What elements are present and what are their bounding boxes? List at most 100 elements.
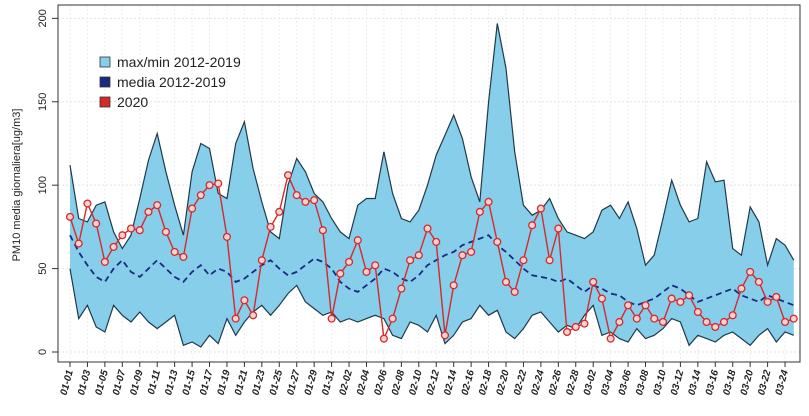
point-2020 bbox=[719, 317, 729, 327]
band-max-line bbox=[69, 23, 795, 268]
x-tick-label: 02-18 bbox=[477, 369, 494, 397]
point-2020 bbox=[789, 314, 798, 323]
x-tick-label: 01-17 bbox=[198, 369, 215, 397]
x-tick-label: 02-22 bbox=[512, 369, 529, 397]
x-tick-label: 01-15 bbox=[181, 369, 198, 397]
x-tick-label: 01-13 bbox=[163, 369, 180, 397]
legend-label: 2020 bbox=[117, 94, 148, 110]
point-2020 bbox=[179, 252, 188, 261]
point-2020 bbox=[144, 207, 153, 216]
point-2020 bbox=[397, 284, 406, 293]
point-2020 bbox=[615, 317, 624, 327]
point-2020 bbox=[65, 212, 75, 221]
point-2020 bbox=[528, 221, 537, 230]
point-2020 bbox=[606, 334, 615, 343]
point-2020 bbox=[74, 239, 83, 248]
point-2020 bbox=[432, 237, 441, 246]
legend-label: media 2012-2019 bbox=[117, 74, 226, 90]
x-tick-label: 02-14 bbox=[442, 369, 459, 397]
point-2020 bbox=[388, 314, 397, 323]
x-tick-label: 01-09 bbox=[128, 369, 145, 397]
point-2020 bbox=[249, 311, 258, 320]
x-tick-label: 03-14 bbox=[686, 369, 703, 397]
point-2020 bbox=[484, 197, 493, 206]
point-2020 bbox=[449, 281, 458, 290]
point-2020 bbox=[222, 232, 232, 241]
x-tick-label: 02-12 bbox=[425, 369, 442, 397]
x-tick-label: 02-08 bbox=[390, 369, 407, 397]
x-tick-label: 01-03 bbox=[76, 369, 93, 397]
x-tick-label: 03-06 bbox=[617, 369, 634, 397]
legend-label: max/min 2012-2019 bbox=[117, 54, 241, 70]
x-tick-label: 03-10 bbox=[652, 369, 669, 397]
point-2020 bbox=[702, 317, 711, 327]
point-2020 bbox=[746, 267, 755, 276]
x-tick-label: 01-05 bbox=[94, 369, 111, 397]
point-2020 bbox=[501, 277, 511, 286]
point-2020 bbox=[510, 287, 519, 296]
point-2020 bbox=[545, 256, 554, 265]
x-tick-label: 01-01 bbox=[59, 369, 76, 397]
x-tick-label: 01-25 bbox=[268, 369, 285, 397]
point-2020 bbox=[554, 224, 563, 233]
x-tick-label: 02-28 bbox=[564, 369, 581, 397]
x-tick-label: 02-16 bbox=[460, 369, 477, 397]
legend-swatch bbox=[99, 96, 111, 108]
x-tick-label: 03-18 bbox=[721, 369, 738, 397]
point-2020 bbox=[667, 294, 676, 303]
plot-frame bbox=[57, 4, 801, 363]
point-2020 bbox=[214, 179, 223, 188]
point-2020 bbox=[589, 277, 598, 286]
x-tick-label: 03-02 bbox=[582, 369, 599, 397]
point-2020 bbox=[676, 297, 685, 306]
point-2020 bbox=[458, 251, 467, 260]
point-2020 bbox=[362, 267, 371, 276]
x-tick-label: 01-11 bbox=[146, 369, 163, 396]
point-2020 bbox=[650, 314, 659, 323]
y-tick-label: 200 bbox=[37, 9, 49, 27]
point-2020 bbox=[519, 256, 528, 265]
point-2020 bbox=[571, 322, 580, 332]
point-2020 bbox=[109, 242, 118, 251]
point-2020 bbox=[92, 219, 101, 228]
point-2020 bbox=[406, 256, 415, 265]
point-2020 bbox=[135, 226, 144, 235]
x-tick-label: 01-27 bbox=[285, 369, 302, 397]
point-2020 bbox=[641, 301, 650, 310]
point-2020 bbox=[414, 251, 423, 260]
x-tick-label: 03-20 bbox=[739, 369, 756, 397]
x-tick-label: 01-07 bbox=[111, 369, 128, 397]
point-2020 bbox=[632, 314, 641, 323]
point-2020 bbox=[283, 171, 293, 180]
point-2020 bbox=[624, 301, 633, 310]
point-2020 bbox=[170, 247, 179, 256]
point-2020 bbox=[161, 227, 170, 236]
point-2020 bbox=[318, 226, 327, 235]
point-2020 bbox=[658, 317, 668, 327]
point-2020 bbox=[310, 196, 319, 205]
point-2020 bbox=[693, 307, 702, 317]
point-2020 bbox=[423, 224, 432, 233]
x-tick-label: 02-10 bbox=[407, 369, 424, 397]
x-tick-label: 01-19 bbox=[216, 369, 233, 397]
point-2020 bbox=[257, 256, 266, 265]
x-tick-label: 03-04 bbox=[599, 369, 616, 397]
x-tick-label: 01-29 bbox=[303, 369, 320, 397]
y-axis-label: PM10 media giornaliera[ug/m3] bbox=[11, 109, 23, 262]
point-2020 bbox=[685, 291, 694, 300]
point-2020 bbox=[153, 201, 162, 210]
band-min-line bbox=[69, 268, 795, 348]
legend-swatch bbox=[99, 76, 111, 88]
point-2020 bbox=[353, 236, 362, 245]
point-2020 bbox=[467, 247, 476, 256]
y-tick-label: 150 bbox=[37, 93, 49, 111]
x-tick-label: 02-20 bbox=[495, 369, 512, 397]
x-tick-label: 02-24 bbox=[530, 369, 547, 397]
x-tick-label: 03-12 bbox=[669, 369, 686, 397]
point-2020 bbox=[118, 231, 127, 240]
point-2020 bbox=[754, 277, 763, 286]
point-2020 bbox=[301, 197, 310, 206]
band-area bbox=[70, 23, 794, 348]
mean-line bbox=[69, 234, 795, 307]
